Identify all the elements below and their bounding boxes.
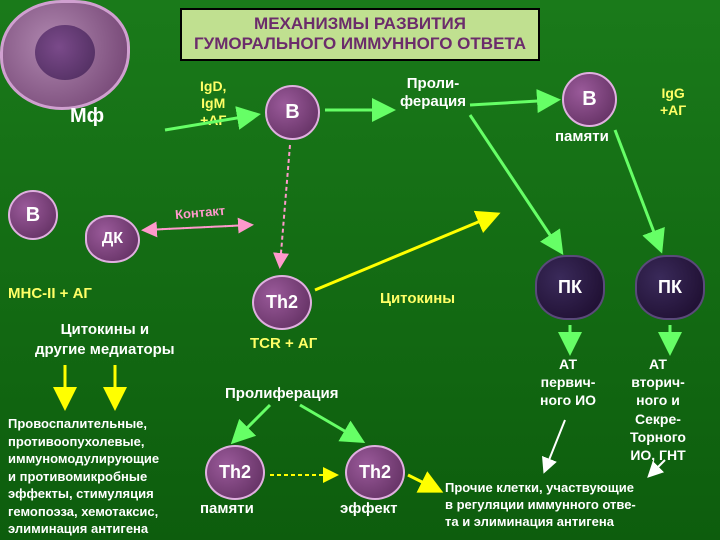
title-box: МЕХАНИЗМЫ РАЗВИТИЯ ГУМОРАЛЬНОГО ИММУННОГ… — [180, 8, 540, 61]
th2-effect-label: эффект — [340, 500, 398, 517]
mf-cell — [0, 0, 130, 110]
tcr-label: TCR + АГ — [250, 335, 317, 352]
igg-label: IgG +АГ — [660, 85, 686, 119]
th2-memory-label: памяти — [200, 500, 254, 517]
cytokines-label: Цитокины — [380, 290, 455, 307]
igdm-label: IgD, IgM +АГ — [200, 78, 226, 128]
pk-cell-1: ПК — [535, 255, 605, 320]
prolif-top-label: Проли- ферация — [400, 75, 466, 111]
th2-memory-cell: Тh2 — [205, 445, 265, 500]
mf-label: Мф — [70, 105, 104, 128]
mhc-label: MHC-II + АГ — [8, 285, 92, 302]
b-memory-cell: В — [562, 72, 617, 127]
th2-effect-cell: Тh2 — [345, 445, 405, 500]
effects-text: Провоспалительные, противоопухолевые, им… — [8, 415, 159, 538]
other-cells-text: Прочие клетки, участвующие в регуляции и… — [445, 480, 636, 531]
memory-label: памяти — [555, 128, 609, 145]
pk-cell-2: ПК — [635, 255, 705, 320]
title-line2: ГУМОРАЛЬНОГО ИММУННОГО ОТВЕТА — [194, 34, 526, 54]
title-line1: МЕХАНИЗМЫ РАЗВИТИЯ — [194, 14, 526, 34]
b-cell-top: В — [8, 190, 58, 240]
cytokines-med-label: Цитокины и другие медиаторы — [35, 320, 175, 359]
b-cell-center: В — [265, 85, 320, 140]
contact-label: Контакт — [174, 203, 225, 222]
at-primary-label: АТ первич- ного ИО — [540, 355, 596, 410]
th2-cell: Тh2 — [252, 275, 312, 330]
dk-cell: ДК — [85, 215, 140, 263]
prolif-mid-label: Пролиферация — [225, 385, 338, 402]
at-secondary-label: АТ вторич- ного и Секре- Торного ИО, ГНТ — [630, 355, 686, 464]
mf-inner — [35, 25, 95, 80]
